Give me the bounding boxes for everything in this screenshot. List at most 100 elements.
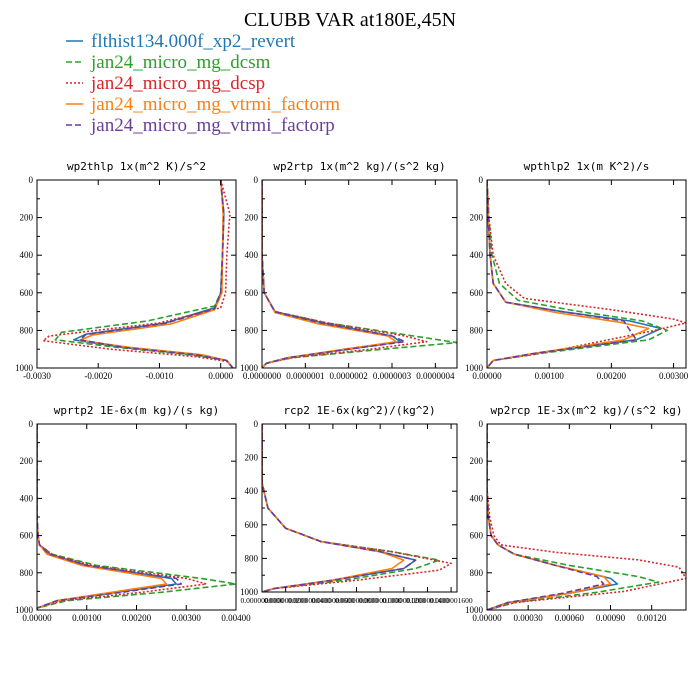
x-tick-label: 0.00000 bbox=[472, 371, 502, 381]
series-line bbox=[262, 424, 417, 592]
legend-label: jan24_micro_mg_vtrmi_factorp bbox=[90, 115, 335, 136]
panel-title: rcp2 1E-6x(kg^2)/(kg^2) bbox=[283, 404, 435, 417]
panel-5: rcp2 1E-6x(kg^2)/(kg^2) 0 200 400 600 800 1000… bbox=[240, 404, 473, 605]
panel-3: wpthlp2 1x(m K^2)/s020040060080010000.00… bbox=[465, 160, 689, 381]
y-tick-label: 400 bbox=[20, 250, 34, 260]
legend-item: jan24_micro_mg_dcsp bbox=[66, 73, 265, 94]
x-tick-label: 0.00400 bbox=[221, 613, 251, 623]
series-group bbox=[37, 424, 236, 610]
series-line bbox=[487, 424, 612, 610]
legend-item: jan24_micro_mg_vtrmi_factorm bbox=[66, 94, 340, 115]
panel-title: wpthlp2 1x(m K^2)/s bbox=[524, 160, 650, 173]
y-tick-label: 600 bbox=[245, 520, 259, 530]
y-tick-label: 800 bbox=[245, 553, 259, 563]
y-tick-label: 400 bbox=[245, 250, 259, 260]
x-tick-label: 0.0000001600 bbox=[430, 596, 473, 605]
series-line bbox=[487, 180, 662, 368]
panels: wp2thlp 1x(m^2 K)/s^2 0 200 400 600 800 1000 -0… bbox=[15, 160, 689, 623]
y-tick-label: 200 bbox=[245, 453, 259, 463]
y-tick-label: 400 bbox=[470, 493, 484, 503]
x-tick-label: 0.0000 bbox=[208, 371, 233, 381]
panel-6: wp2rcp 1E-3x(m^2 kg)/(s^2 kg) 0 200 400 600 8… bbox=[465, 404, 687, 623]
y-tick-label: 0 bbox=[479, 419, 484, 429]
panel-4: wprtp2 1E-6x(m kg)/(s kg) 0 200 400 600 800 10… bbox=[15, 404, 251, 623]
x-tick-label: 0.00200 bbox=[597, 371, 627, 381]
legend: flthist134.000f_xp2_revertjan24_micro_mg… bbox=[66, 31, 340, 136]
plot-frame bbox=[36, 423, 237, 611]
series-line bbox=[487, 180, 669, 368]
series-group bbox=[262, 424, 452, 592]
series-line bbox=[37, 424, 178, 610]
series-line bbox=[42, 180, 234, 368]
x-tick-label: 0.0000000800 bbox=[335, 596, 378, 605]
y-tick-label: 600 bbox=[20, 531, 34, 541]
x-tick-label: 0.00100 bbox=[72, 613, 102, 623]
x-tick-label: 0.0000000 bbox=[243, 371, 282, 381]
x-tick-label: 0.00060 bbox=[555, 613, 585, 623]
series-line bbox=[487, 180, 638, 368]
y-tick-label: 800 bbox=[470, 325, 484, 335]
x-tick-label: -0.0010 bbox=[146, 371, 174, 381]
panel-title: wp2thlp 1x(m^2 K)/s^2 bbox=[67, 160, 206, 173]
x-tick-label: 0.00300 bbox=[172, 613, 202, 623]
plot-frame bbox=[486, 179, 687, 369]
legend-item: jan24_micro_mg_vtrmi_factorp bbox=[66, 115, 335, 136]
panel-title: wp2rtp 1x(m^2 kg)/(s^2 kg) bbox=[273, 160, 445, 173]
series-line bbox=[262, 180, 398, 368]
y-tick-label: 800 bbox=[20, 325, 34, 335]
x-tick-label: 0.0000004 bbox=[416, 371, 455, 381]
y-tick-label: 600 bbox=[470, 288, 484, 298]
y-tick-label: 800 bbox=[20, 568, 34, 578]
x-tick-label: 0.00200 bbox=[122, 613, 152, 623]
legend-label: jan24_micro_mg_vtrmi_factorm bbox=[90, 94, 340, 115]
x-tick-label: 0.0000001400 bbox=[406, 596, 449, 605]
y-tick-label: 200 bbox=[245, 213, 259, 223]
x-tick-label: 0.0000000400 bbox=[288, 596, 331, 605]
x-tick-label: 0.00120 bbox=[637, 613, 667, 623]
y-tick-label: 600 bbox=[20, 288, 34, 298]
series-line bbox=[487, 424, 605, 610]
series-line bbox=[487, 180, 650, 368]
series-group bbox=[262, 180, 457, 368]
y-tick-label: 1000 bbox=[15, 605, 34, 615]
x-tick-label: 0.0000000600 bbox=[311, 596, 354, 605]
series-line bbox=[487, 424, 660, 610]
series-line bbox=[37, 424, 183, 610]
x-tick-label: 0.0000001000 bbox=[359, 596, 402, 605]
x-tick-label: 0.0000001200 bbox=[382, 596, 425, 605]
series-line bbox=[37, 424, 236, 610]
y-tick-label: 400 bbox=[20, 493, 34, 503]
x-tick-label: 0.0000000200 bbox=[264, 596, 307, 605]
x-tick-label: 0.00030 bbox=[514, 613, 544, 623]
series-line bbox=[262, 180, 457, 368]
series-line bbox=[79, 180, 234, 368]
legend-item: jan24_micro_mg_dcsm bbox=[66, 52, 271, 73]
y-tick-label: 0 bbox=[29, 175, 34, 185]
y-tick-label: 0 bbox=[29, 419, 34, 429]
y-tick-label: 400 bbox=[470, 250, 484, 260]
panel-title: wprtp2 1E-6x(m kg)/(s kg) bbox=[54, 404, 220, 417]
y-tick-label: 0 bbox=[254, 419, 259, 429]
series-line bbox=[262, 424, 441, 592]
series-line bbox=[37, 424, 168, 610]
x-tick-label: -0.0020 bbox=[84, 371, 112, 381]
series-line bbox=[262, 424, 452, 592]
y-tick-label: 800 bbox=[245, 325, 259, 335]
series-line bbox=[37, 424, 207, 610]
plot-frame bbox=[36, 179, 237, 369]
y-tick-label: 200 bbox=[470, 213, 484, 223]
panel-title: wp2rcp 1E-3x(m^2 kg)/(s^2 kg) bbox=[490, 404, 682, 417]
x-tick-label: 0.00000 bbox=[22, 613, 52, 623]
panel-1: wp2thlp 1x(m^2 K)/s^202004006008001000-0… bbox=[15, 160, 237, 381]
plot-frame bbox=[261, 423, 458, 593]
series-line bbox=[262, 424, 417, 592]
y-tick-label: 800 bbox=[470, 568, 484, 578]
legend-label: jan24_micro_mg_dcsm bbox=[90, 52, 271, 73]
x-tick-label: 0.00090 bbox=[596, 613, 626, 623]
y-tick-label: 200 bbox=[20, 213, 34, 223]
series-line bbox=[79, 180, 234, 368]
y-tick-label: 200 bbox=[20, 456, 34, 466]
series-line bbox=[262, 424, 405, 592]
y-tick-label: 200 bbox=[470, 456, 484, 466]
x-tick-label: 0.0000003 bbox=[373, 371, 412, 381]
